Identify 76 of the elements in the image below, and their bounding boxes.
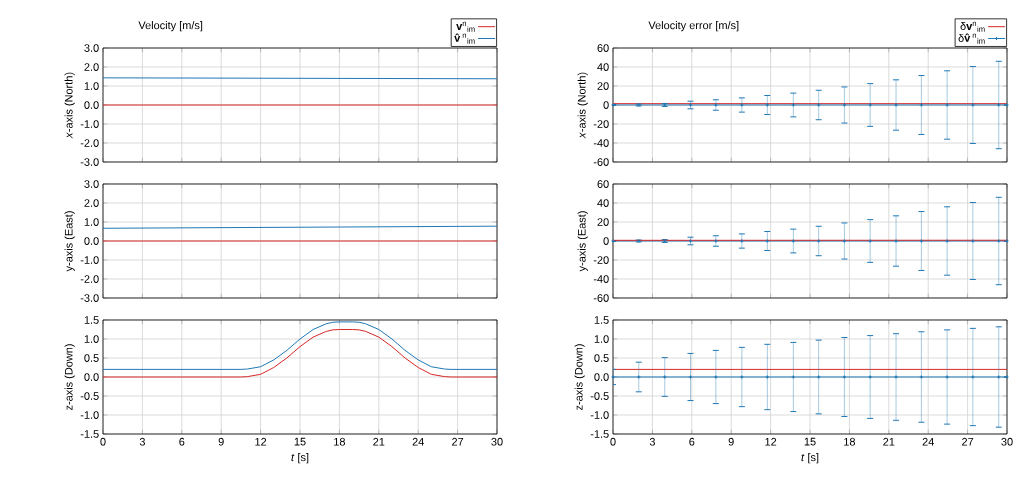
y-tick-label: 20 <box>597 82 609 90</box>
x-tick-label: 30 <box>491 437 503 446</box>
chart-title: Velocity error [m/s] <box>648 21 739 32</box>
y-tick-label: 3.0 <box>84 180 99 188</box>
y-tick-label: -1.5 <box>590 430 609 438</box>
x-tick-label: 21 <box>373 437 385 446</box>
y-axis-title: x-axis (North) <box>64 72 75 139</box>
x-tick-label: 3 <box>649 437 655 446</box>
y-tick-label: -0.5 <box>590 392 609 400</box>
y-tick-label: -60 <box>593 158 609 166</box>
y-tick-label: 0.0 <box>84 373 99 381</box>
y-tick-label: 1.5 <box>594 316 609 324</box>
x-tick-label: 3 <box>139 437 145 446</box>
x-tick-label: 21 <box>883 437 895 446</box>
y-tick-label: 60 <box>597 44 609 52</box>
y-tick-label: -60 <box>593 294 609 302</box>
y-tick-label: 2.0 <box>84 199 99 207</box>
y-tick-label: 1.0 <box>84 218 99 226</box>
y-tick-label: 40 <box>597 63 609 71</box>
x-tick-label: 0 <box>100 437 106 446</box>
y-tick-label: 0.5 <box>594 354 609 362</box>
y-tick-label: 2.0 <box>84 63 99 71</box>
y-axis-title: x-axis (North) <box>577 72 588 139</box>
x-tick-label: 0 <box>610 437 616 446</box>
y-tick-label: -1.0 <box>590 411 609 419</box>
line-series <box>103 321 497 370</box>
x-tick-label: 18 <box>334 437 346 446</box>
x-tick-label: 27 <box>962 437 974 446</box>
y-axis-title: z-axis (Down) <box>64 344 75 411</box>
y-tick-label: 0.0 <box>84 237 99 245</box>
y-tick-label: -20 <box>593 256 609 264</box>
x-tick-label: 15 <box>294 437 306 446</box>
y-tick-label: 0 <box>603 237 609 245</box>
line-series <box>103 329 497 378</box>
y-tick-label: -0.5 <box>80 392 99 400</box>
y-tick-label: 0.5 <box>84 354 99 362</box>
y-tick-label: 1.5 <box>84 316 99 324</box>
y-tick-label: -1.0 <box>80 411 99 419</box>
y-tick-label: -1.0 <box>80 256 99 264</box>
y-tick-label: 1.0 <box>84 82 99 90</box>
x-tick-label: 12 <box>765 437 777 446</box>
x-tick-label: 12 <box>255 437 267 446</box>
y-axis-title: y-axis (East) <box>577 211 588 272</box>
y-tick-label: -20 <box>593 120 609 128</box>
x-tick-label: 18 <box>844 437 856 446</box>
y-axis-title: z-axis (Down) <box>574 344 585 411</box>
y-tick-label: 1.0 <box>594 335 609 343</box>
y-tick-label: -1.0 <box>80 120 99 128</box>
y-tick-label: 0.0 <box>84 101 99 109</box>
y-tick-label: -1.5 <box>80 430 99 438</box>
x-tick-label: 27 <box>452 437 464 446</box>
y-tick-label: -40 <box>593 139 609 147</box>
y-tick-label: -40 <box>593 275 609 283</box>
x-tick-label: 6 <box>179 437 185 446</box>
x-tick-label: 6 <box>689 437 695 446</box>
y-tick-label: 20 <box>597 218 609 226</box>
x-axis-title: t [s] <box>801 453 819 464</box>
x-tick-label: 9 <box>218 437 224 446</box>
y-tick-label: 60 <box>597 180 609 188</box>
y-tick-label: 3.0 <box>84 44 99 52</box>
y-tick-label: 1.0 <box>84 335 99 343</box>
y-tick-label: -3.0 <box>80 294 99 302</box>
y-tick-label: -3.0 <box>80 158 99 166</box>
x-tick-label: 9 <box>728 437 734 446</box>
y-tick-label: -2.0 <box>80 275 99 283</box>
x-tick-label: 24 <box>412 437 424 446</box>
x-axis-title: t [s] <box>291 453 309 464</box>
y-tick-label: 40 <box>597 199 609 207</box>
y-axis-title: y-axis (East) <box>64 211 75 272</box>
x-tick-label: 24 <box>922 437 934 446</box>
chart-title: Velocity [m/s] <box>138 21 203 32</box>
x-tick-label: 30 <box>1001 437 1013 446</box>
y-tick-label: 0.0 <box>594 373 609 381</box>
y-tick-label: 0 <box>603 101 609 109</box>
x-tick-label: 15 <box>804 437 816 446</box>
y-tick-label: -2.0 <box>80 139 99 147</box>
